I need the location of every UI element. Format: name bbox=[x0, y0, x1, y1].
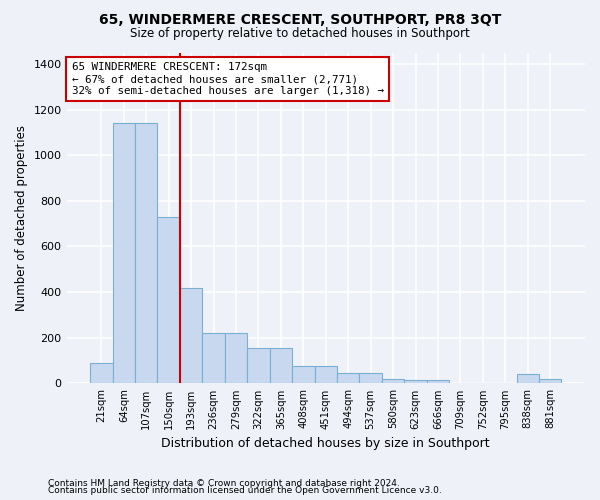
Y-axis label: Number of detached properties: Number of detached properties bbox=[15, 125, 28, 311]
Text: 65, WINDERMERE CRESCENT, SOUTHPORT, PR8 3QT: 65, WINDERMERE CRESCENT, SOUTHPORT, PR8 … bbox=[99, 12, 501, 26]
Bar bbox=[382, 379, 404, 384]
Bar bbox=[157, 217, 180, 384]
Bar bbox=[180, 288, 202, 384]
Bar bbox=[517, 374, 539, 384]
Bar bbox=[292, 366, 314, 384]
Bar bbox=[269, 348, 292, 384]
Text: Contains public sector information licensed under the Open Government Licence v3: Contains public sector information licen… bbox=[48, 486, 442, 495]
Text: Size of property relative to detached houses in Southport: Size of property relative to detached ho… bbox=[130, 28, 470, 40]
Bar bbox=[404, 380, 427, 384]
Bar bbox=[359, 373, 382, 384]
Bar bbox=[337, 373, 359, 384]
Bar bbox=[202, 333, 225, 384]
Bar bbox=[539, 379, 562, 384]
Bar bbox=[247, 348, 269, 384]
Bar bbox=[135, 124, 157, 384]
Text: 65 WINDERMERE CRESCENT: 172sqm
← 67% of detached houses are smaller (2,771)
32% : 65 WINDERMERE CRESCENT: 172sqm ← 67% of … bbox=[72, 62, 384, 96]
Bar bbox=[427, 380, 449, 384]
Text: Contains HM Land Registry data © Crown copyright and database right 2024.: Contains HM Land Registry data © Crown c… bbox=[48, 478, 400, 488]
Bar bbox=[90, 363, 113, 384]
Bar bbox=[225, 333, 247, 384]
Bar bbox=[314, 366, 337, 384]
Bar bbox=[113, 124, 135, 384]
X-axis label: Distribution of detached houses by size in Southport: Distribution of detached houses by size … bbox=[161, 437, 490, 450]
